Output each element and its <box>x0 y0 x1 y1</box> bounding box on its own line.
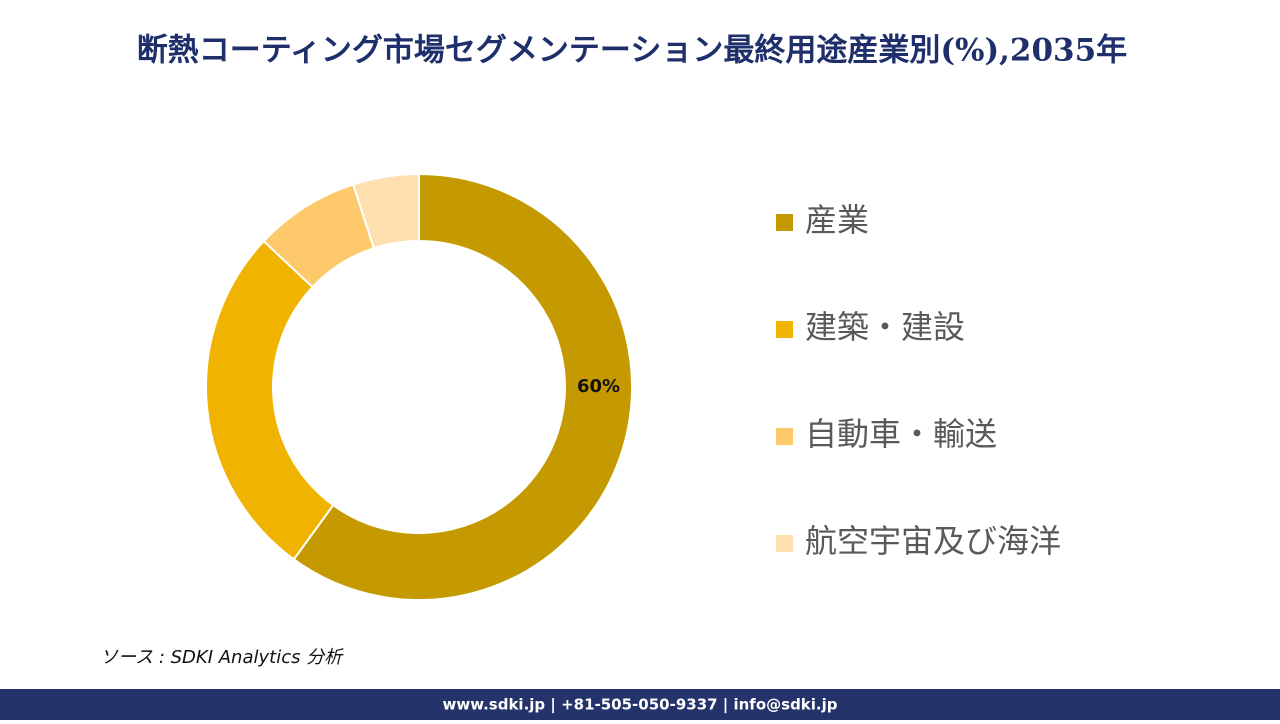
footer-bar <box>0 689 1280 720</box>
legend-label: 建築・建設 <box>805 308 965 346</box>
donut: 60% <box>205 172 633 601</box>
legend-swatch <box>776 214 793 231</box>
donut-segment <box>351 172 420 250</box>
footer: www.sdki.jp | +81-505-050-9337 | info@sd… <box>442 696 837 715</box>
legend-label: 航空宇宙及び海洋 <box>805 522 1061 560</box>
legend-label: 産業 <box>805 201 869 239</box>
legend-swatch <box>776 535 793 552</box>
donut-segment <box>205 239 335 561</box>
legend-label: 自動車・輸送 <box>805 415 997 453</box>
donut-segment <box>292 172 633 601</box>
data-label: 60% <box>577 376 620 397</box>
source: ソース : SDKI Analytics 分析 <box>100 647 344 668</box>
legend-swatch <box>776 321 793 338</box>
chart-title: 断熱コーティング市場セグメンテーション最終用途産業別(%),2035年 <box>137 33 1127 69</box>
legend-swatch <box>776 428 793 445</box>
